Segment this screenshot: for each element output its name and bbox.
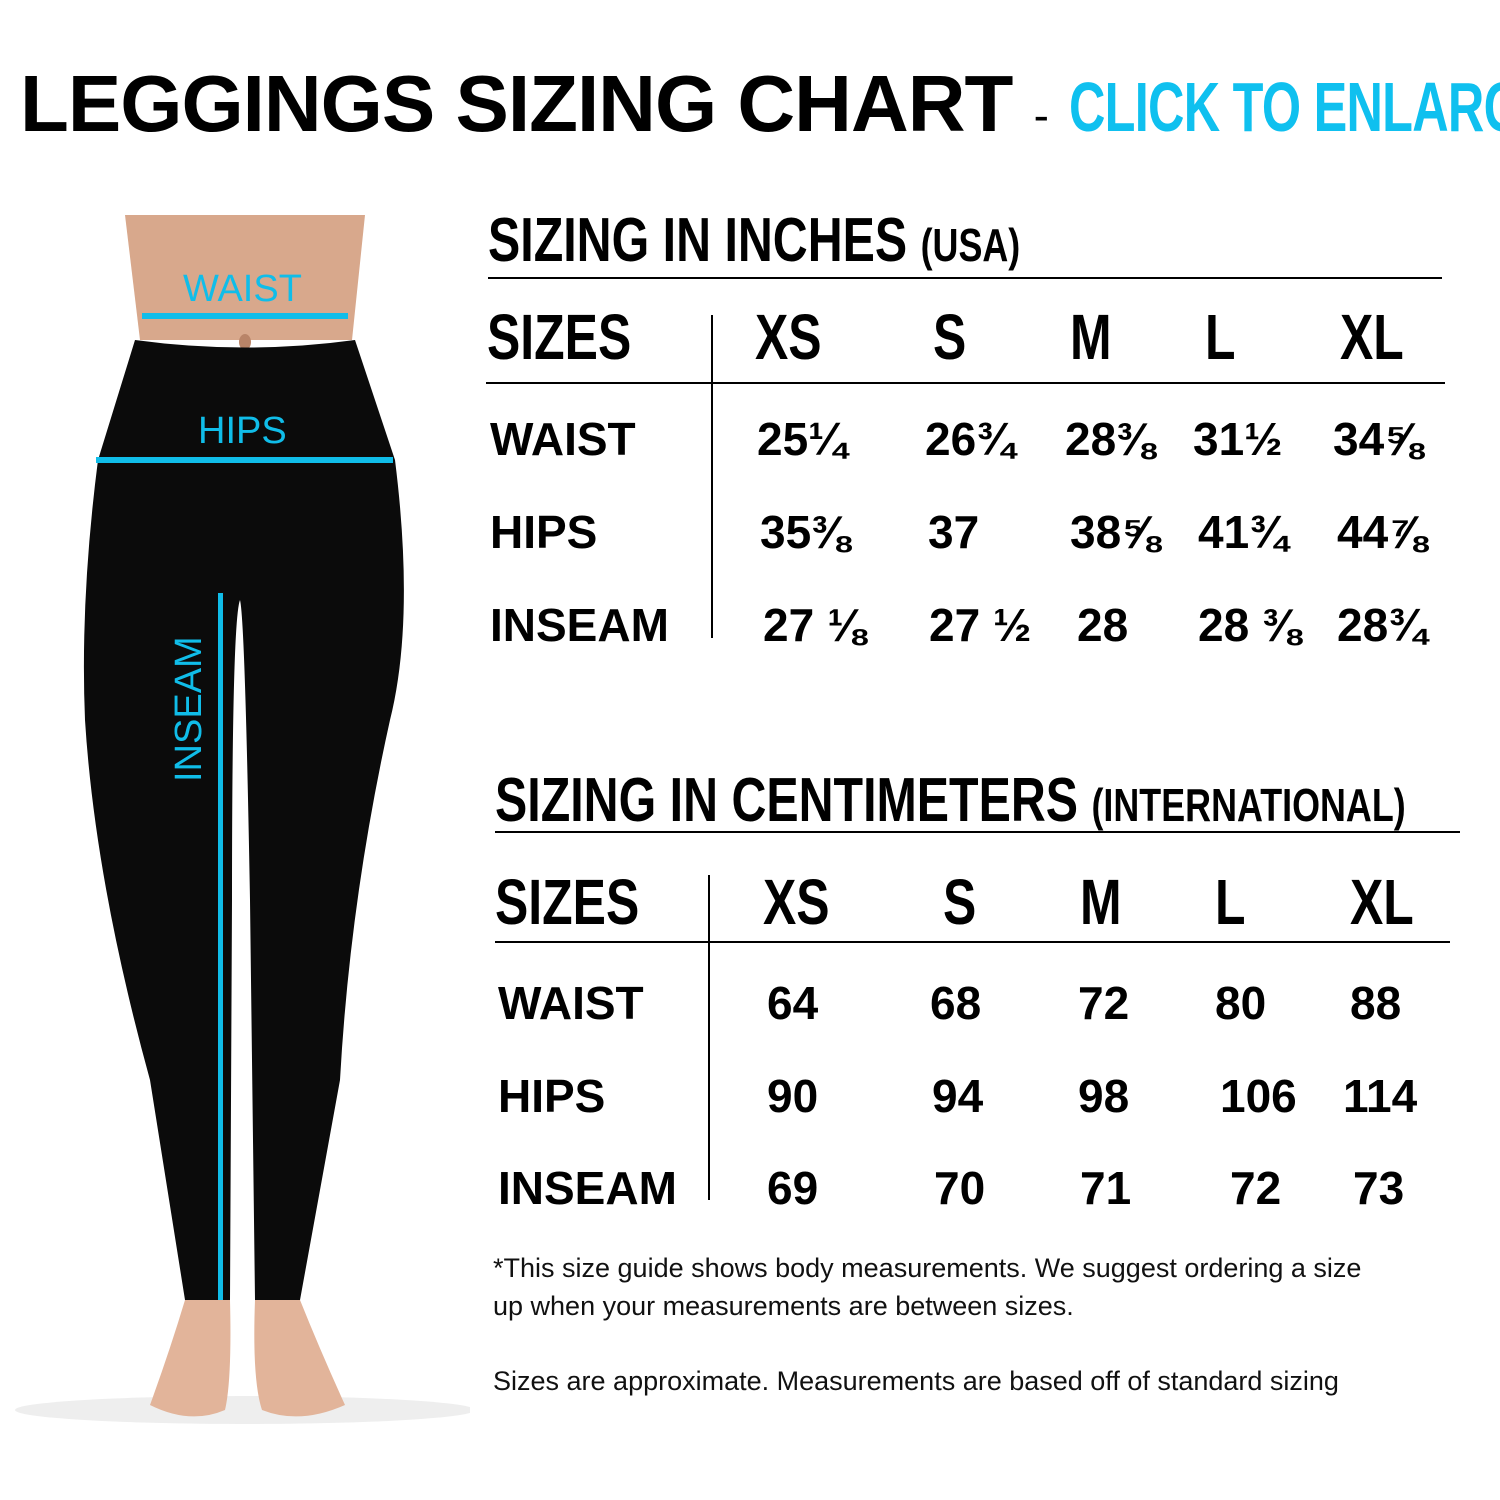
- row-label: WAIST: [490, 413, 636, 465]
- cm-subtitle: (INTERNATIONAL): [1091, 779, 1406, 831]
- title-text: LEGGINGS SIZING CHART: [20, 59, 1013, 148]
- table-cell: 34⅝: [1333, 413, 1423, 465]
- click-to-enlarge-link[interactable]: CLICK TO ENLARGE: [1069, 68, 1500, 146]
- table-cell: 31½: [1193, 413, 1283, 465]
- table-cell: 25¼: [757, 413, 847, 465]
- size-header: S: [933, 301, 967, 373]
- table-cell: 94: [932, 1070, 984, 1122]
- size-header: M: [1070, 301, 1112, 373]
- leggings-figure: [15, 215, 470, 1424]
- title-separator: -: [1033, 89, 1049, 141]
- table-cell: 90: [767, 1070, 819, 1122]
- table-cell: 70: [934, 1162, 986, 1214]
- size-header: L: [1205, 301, 1236, 373]
- table-cell: 114: [1343, 1070, 1418, 1122]
- sizes-header: SIZES: [487, 301, 632, 373]
- table-cell: 68: [930, 977, 982, 1029]
- row-label: INSEAM: [498, 1162, 677, 1214]
- inches-section-title: SIZING IN INCHES (USA): [488, 205, 1020, 276]
- waist-measure-line: [142, 313, 348, 319]
- table-cell: 38⅝: [1070, 506, 1160, 558]
- row-label: WAIST: [498, 977, 644, 1029]
- table-cell: 64: [767, 977, 819, 1029]
- table-rule: [495, 941, 1450, 943]
- table-cell: 69: [767, 1162, 819, 1214]
- size-header: XL: [1350, 866, 1414, 938]
- table-cell: 37: [928, 506, 980, 558]
- table-cell: 88: [1350, 977, 1402, 1029]
- size-header: L: [1215, 866, 1246, 938]
- cm-title: SIZING IN CENTIMETERS: [495, 766, 1079, 835]
- row-label: HIPS: [498, 1070, 606, 1122]
- table-cell: 73: [1353, 1162, 1405, 1214]
- table-cell: 98: [1078, 1070, 1130, 1122]
- table-cell: 80: [1215, 977, 1267, 1029]
- hips-label: HIPS: [198, 410, 287, 452]
- table-cell: 28⅜: [1065, 413, 1155, 465]
- row-label: HIPS: [490, 506, 598, 558]
- table-cell: 71: [1080, 1162, 1132, 1214]
- inches-title: SIZING IN INCHES: [488, 206, 908, 275]
- size-header: XS: [763, 866, 830, 938]
- table-cell: 27 ⅛: [763, 599, 866, 651]
- table-rule: [708, 875, 710, 1200]
- table-cell: 72: [1230, 1162, 1282, 1214]
- inseam-label: INSEAM: [168, 636, 210, 782]
- table-rule: [486, 382, 1445, 384]
- row-label: INSEAM: [490, 599, 669, 651]
- size-header: S: [943, 866, 977, 938]
- table-cell: 106: [1220, 1070, 1297, 1122]
- table-cell: 41¾: [1198, 506, 1288, 558]
- table-cell: 72: [1078, 977, 1130, 1029]
- note-line-3: Sizes are approximate. Measurements are …: [493, 1366, 1339, 1396]
- table-cell: 28 ⅜: [1198, 599, 1301, 651]
- divider: [488, 277, 1442, 279]
- size-header: XL: [1340, 301, 1404, 373]
- table-cell: 35⅜: [760, 506, 850, 558]
- cm-section-title: SIZING IN CENTIMETERS (INTERNATIONAL): [495, 765, 1406, 836]
- size-header: XS: [755, 301, 822, 373]
- inseam-measure-line: [218, 593, 223, 1300]
- size-header: M: [1080, 866, 1122, 938]
- table-cell: 28: [1077, 599, 1129, 651]
- note-line-1: *This size guide shows body measurements…: [493, 1253, 1362, 1283]
- note-line-2: up when your measurements are between si…: [493, 1291, 1074, 1321]
- waist-label: WAIST: [183, 268, 302, 310]
- divider: [495, 831, 1460, 833]
- table-rule: [711, 315, 713, 638]
- page-title: LEGGINGS SIZING CHART - CLICK TO ENLARGE: [20, 58, 1500, 150]
- table-cell: 26¾: [925, 413, 1015, 465]
- table-cell: 28¾: [1337, 599, 1427, 651]
- table-cell: 44⅞: [1337, 506, 1427, 558]
- hips-measure-line: [96, 457, 393, 463]
- sizes-header: SIZES: [495, 866, 640, 938]
- inches-subtitle: (USA): [920, 219, 1021, 271]
- table-cell: 27 ½: [929, 599, 1032, 651]
